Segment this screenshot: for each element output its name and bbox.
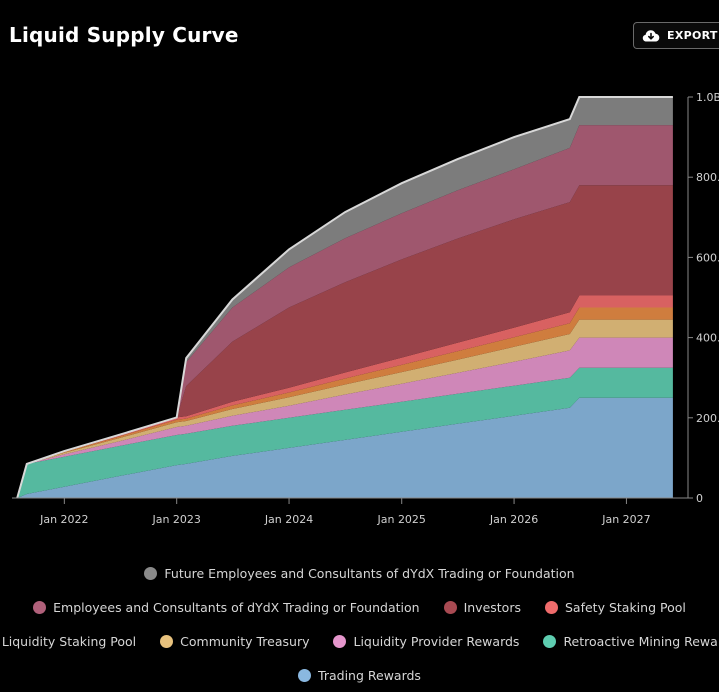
legend-swatch	[160, 635, 174, 648]
legend-item[interactable]: Employees and Consultants of dYdX Tradin…	[33, 600, 420, 615]
legend-label: Liquidity Staking Pool	[1, 634, 137, 649]
cloud-download-icon	[642, 29, 660, 41]
legend-swatch	[543, 635, 557, 648]
legend-label: Trading Rewards	[318, 668, 421, 683]
legend-row: Future Employees and Consultants of dYdX…	[0, 566, 719, 581]
area-investors	[17, 185, 673, 498]
legend-label: Employees and Consultants of dYdX Tradin…	[53, 600, 420, 615]
y-tick-label: 1.0B	[696, 91, 719, 104]
legend-swatch	[544, 601, 558, 614]
legend-swatch	[443, 601, 457, 614]
legend-row: Employees and Consultants of dYdX Tradin…	[0, 600, 719, 615]
area-liquidity-provider-rewards	[17, 337, 673, 498]
total-supply-line	[16, 96, 673, 499]
area-employees-and-consultants-of-dydx-trading-or-foundation	[17, 125, 673, 498]
legend-item[interactable]: Liquidity Staking Pool	[0, 634, 136, 649]
y-tick-label: 200.0	[696, 412, 719, 425]
x-tick-label: Jan 2022	[39, 513, 88, 526]
x-tick-label: Jan 2023	[151, 513, 200, 526]
legend-item[interactable]: Trading Rewards	[298, 668, 421, 683]
legend-item[interactable]: Future Employees and Consultants of dYdX…	[144, 566, 575, 581]
export-button[interactable]: EXPORT C	[633, 22, 719, 49]
legend-item[interactable]: Retroactive Mining Rewards	[543, 634, 719, 649]
legend-label: Liquidity Provider Rewards	[353, 634, 520, 649]
legend-swatch	[333, 635, 347, 648]
legend-label: Community Treasury	[180, 634, 310, 649]
legend-item[interactable]: Investors	[443, 600, 521, 615]
legend-item[interactable]: Community Treasury	[160, 634, 309, 649]
legend-swatch	[33, 601, 47, 614]
y-tick-label: 800.0	[696, 171, 719, 184]
y-tick-label: 0	[696, 492, 703, 505]
legend-label: Investors	[463, 600, 521, 615]
legend-item[interactable]: Liquidity Provider Rewards	[333, 634, 519, 649]
area-retroactive-mining-rewards	[17, 367, 673, 498]
legend-label: Future Employees and Consultants of dYdX…	[164, 566, 575, 581]
liquid-supply-chart: Jan 2022 Jan 2023 Jan 2024 Jan 2025 Jan 2026…	[12, 91, 719, 526]
legend-label: Safety Staking Pool	[564, 600, 686, 615]
chart-title: Liquid Supply Curve	[9, 23, 239, 47]
legend-row: Liquidity Staking Pool Community Treasury…	[0, 634, 719, 649]
area-trading-rewards	[17, 397, 673, 498]
y-tick-label: 400.0	[696, 332, 719, 345]
legend-swatch	[144, 567, 158, 580]
legend-item[interactable]: Safety Staking Pool	[544, 600, 686, 615]
legend-row: Trading Rewards	[0, 668, 719, 683]
export-button-label: EXPORT C	[667, 29, 719, 42]
x-tick-label: Jan 2025	[376, 513, 425, 526]
legend-label: Retroactive Mining Rewards	[563, 634, 719, 649]
y-tick-label: 600.0	[696, 251, 719, 264]
x-tick-label: Jan 2026	[489, 513, 538, 526]
x-tick-label: Jan 2027	[601, 513, 650, 526]
legend-swatch	[298, 669, 312, 682]
x-tick-label: Jan 2024	[264, 513, 313, 526]
area-community-treasury	[17, 319, 673, 498]
